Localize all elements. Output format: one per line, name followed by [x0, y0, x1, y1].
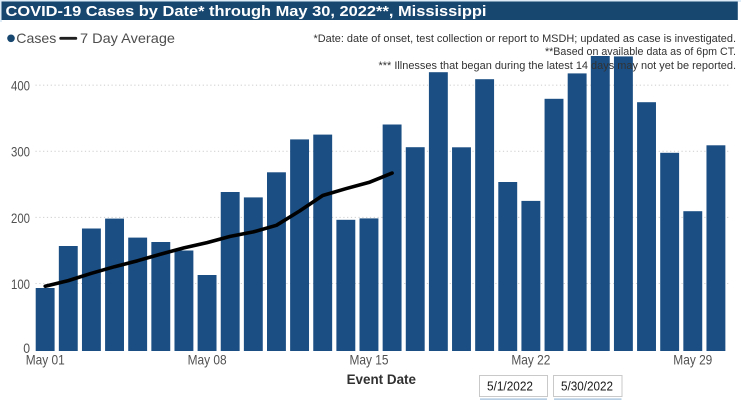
svg-text:5/30/2022: 5/30/2022 — [561, 380, 613, 394]
svg-text:400: 400 — [11, 79, 30, 94]
svg-text:May 08: May 08 — [188, 353, 227, 368]
svg-text:Cases: Cases — [16, 31, 56, 46]
svg-text:5/1/2022: 5/1/2022 — [487, 380, 533, 394]
svg-text:*Date: date of onset, test col: *Date: date of onset, test collection or… — [314, 33, 737, 45]
svg-text:Event Date: Event Date — [347, 372, 416, 387]
svg-text:May 15: May 15 — [350, 353, 389, 368]
svg-text:COVID-19 Cases by Date* throug: COVID-19 Cases by Date* through May 30, … — [6, 3, 487, 20]
svg-text:**Based on available data as o: **Based on available data as of 6pm CT. — [545, 46, 736, 58]
svg-text:300: 300 — [11, 145, 30, 160]
svg-text:*** Illnesses that began durin: *** Illnesses that began during the late… — [379, 60, 737, 72]
svg-text:May 22: May 22 — [511, 353, 550, 368]
svg-text:100: 100 — [11, 277, 30, 292]
svg-text:May 01: May 01 — [26, 353, 65, 368]
svg-text:May 29: May 29 — [673, 353, 712, 368]
svg-text:7 Day Average: 7 Day Average — [80, 31, 175, 46]
svg-text:0: 0 — [23, 341, 30, 356]
svg-text:200: 200 — [11, 211, 30, 226]
